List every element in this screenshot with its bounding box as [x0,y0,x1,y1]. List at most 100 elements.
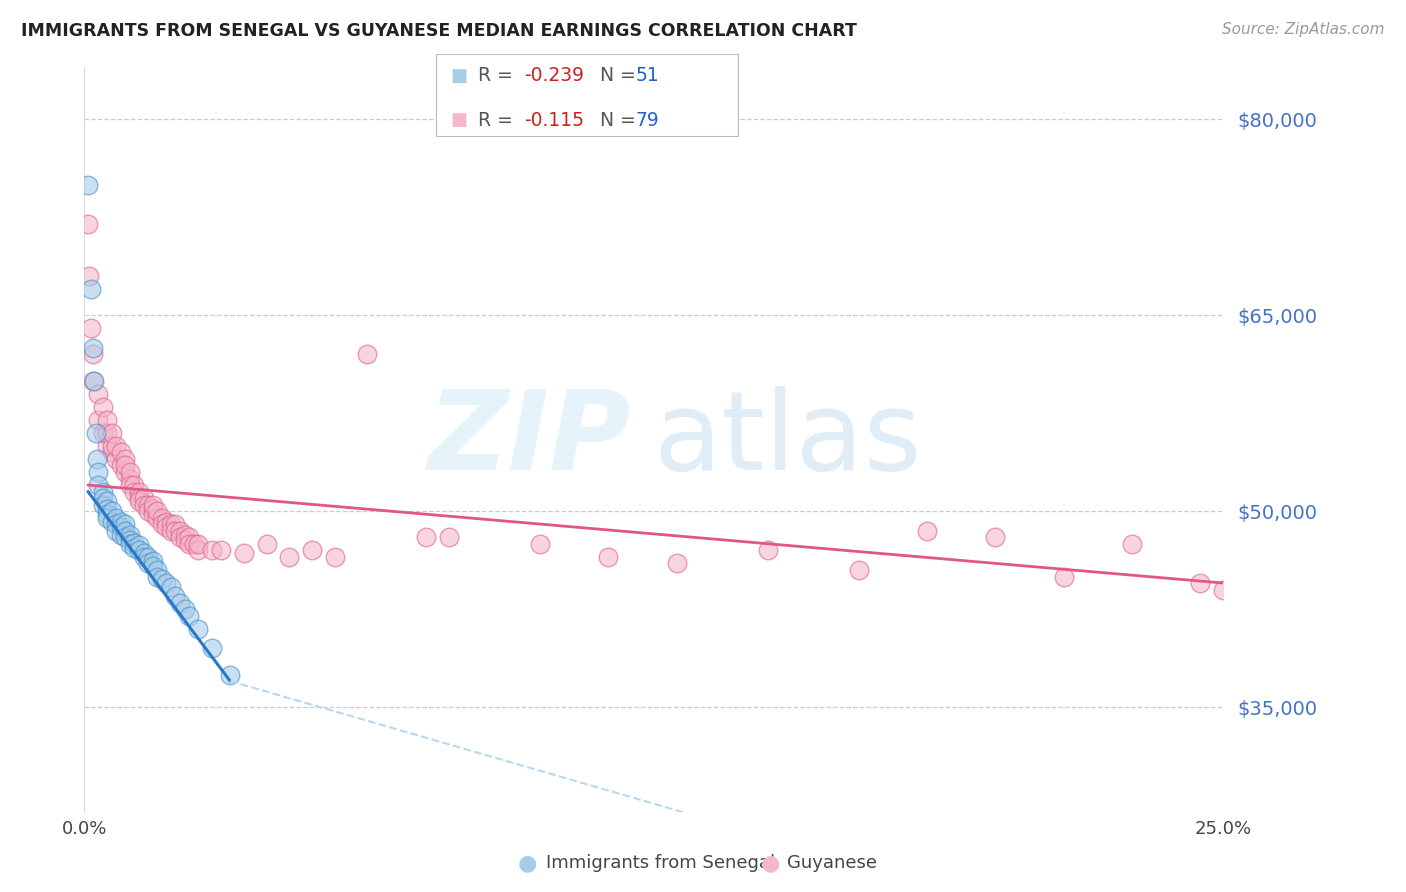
Point [256,537,278,551]
Point [1053,569,1076,583]
Point [87,465,110,479]
Text: ●: ● [517,854,537,873]
Point [77,178,100,192]
Point [87,478,110,492]
Point [96,507,118,521]
Point [187,537,209,551]
Point [118,537,141,551]
Point [105,451,128,466]
Point [323,549,346,564]
Point [124,535,146,549]
Point [142,559,165,574]
Point [110,458,132,473]
Point [96,501,118,516]
Text: N =: N = [588,111,641,130]
Point [169,530,191,544]
Point [665,557,688,571]
Point [848,563,870,577]
Text: R =: R = [478,66,524,86]
Point [128,491,150,505]
Point [132,498,155,512]
Point [110,527,132,541]
Point [179,530,201,544]
Point [437,530,460,544]
Point [87,386,110,401]
Point [96,493,118,508]
Point [232,546,254,560]
Point [118,527,141,541]
Point [114,517,136,532]
Point [114,530,136,544]
Text: ■: ■ [450,67,467,85]
Point [173,533,195,547]
Point [155,576,177,591]
Point [187,622,209,636]
Point [96,439,118,453]
Point [124,541,146,555]
Point [146,504,169,518]
Point [173,602,195,616]
Point [118,533,141,547]
Point [118,465,141,479]
Point [150,572,173,586]
Point [105,439,128,453]
Point [110,515,132,529]
Point [201,641,224,656]
Point [173,527,195,541]
Text: N =: N = [588,66,641,86]
Point [100,515,122,529]
Point [136,498,159,512]
Point [187,543,209,558]
Text: Guyanese: Guyanese [787,855,877,872]
Point [80,321,103,335]
Point [124,484,146,499]
Point [114,458,136,473]
Text: -0.239: -0.239 [524,66,585,86]
Point [146,510,169,524]
Point [356,347,378,361]
Point [87,413,110,427]
Text: R =: R = [478,111,524,130]
Point [160,517,183,532]
Point [128,484,150,499]
Point [150,510,173,524]
Point [155,520,177,534]
Point [160,580,183,594]
Point [110,445,132,459]
Text: ●: ● [761,854,780,873]
Point [169,524,191,538]
Text: 51: 51 [636,66,659,86]
Point [142,501,165,516]
Point [84,425,107,440]
Point [96,425,118,440]
Point [128,493,150,508]
Point [915,524,938,538]
Point [142,507,165,521]
Point [179,608,201,623]
Point [1212,582,1234,597]
Point [278,549,301,564]
Point [132,491,155,505]
Point [183,537,205,551]
Point [82,374,104,388]
Point [114,465,136,479]
Point [110,520,132,534]
Point [91,425,114,440]
Point [179,537,201,551]
Point [83,374,105,388]
Point [136,549,159,564]
Point [984,530,1007,544]
Point [100,439,122,453]
Point [91,491,114,505]
Point [219,667,242,681]
Point [136,557,159,571]
Point [146,563,169,577]
Point [165,589,187,603]
Point [155,515,177,529]
Point [142,498,165,512]
Point [105,517,128,532]
Point [165,524,187,538]
Text: Source: ZipAtlas.com: Source: ZipAtlas.com [1222,22,1385,37]
Point [96,510,118,524]
Text: ■: ■ [450,112,467,129]
